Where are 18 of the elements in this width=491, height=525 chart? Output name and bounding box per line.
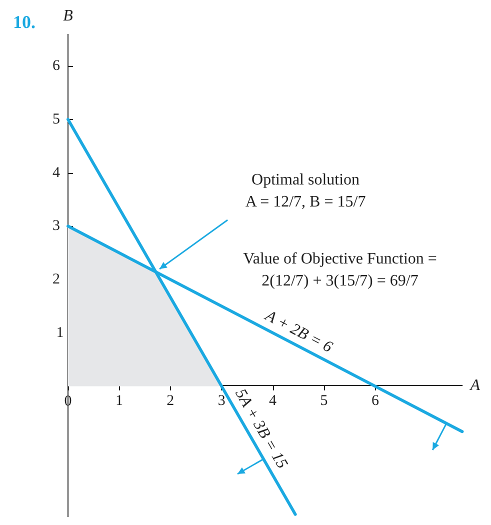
y-tick-label: 6: [52, 58, 60, 74]
text: A + 2B = 6: [262, 306, 335, 356]
y-tick-label: 2: [52, 272, 60, 288]
y-tick-label: 4: [52, 164, 60, 181]
x-axis-title: A: [469, 376, 480, 394]
x-tick-label: 2: [166, 392, 174, 409]
annotation: Optimal solution A = 12/7, B = 15/7: [245, 172, 366, 211]
x-tick-label: 6: [371, 392, 380, 409]
annotation: Value of Objective Function = 2(12/7) + 3(15/7) = 69/7: [243, 250, 437, 290]
y-axis-title: B: [63, 8, 74, 24]
y-tick-label: 5: [52, 111, 60, 128]
y-tick-label: 3: [52, 218, 60, 234]
x-tick-label: 4: [269, 392, 278, 409]
x-tick-label: 1: [115, 392, 123, 409]
x-tick-label: 5: [320, 392, 328, 409]
chart-title: 10.: [13, 12, 36, 32]
x-tick-label: 3: [218, 392, 226, 409]
y-tick-label: 1: [56, 324, 64, 341]
